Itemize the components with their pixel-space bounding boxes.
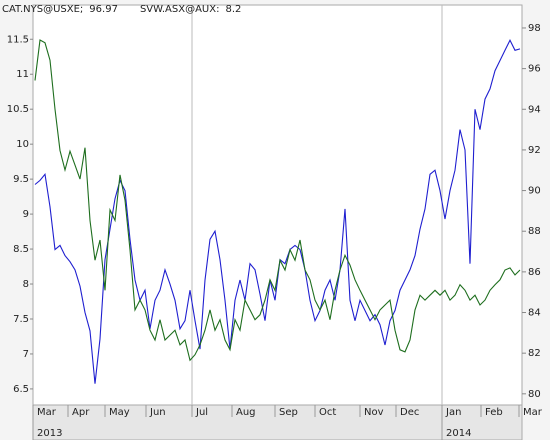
x-tick-label: Oct xyxy=(319,407,336,418)
x-axis-band xyxy=(32,404,523,440)
plot-area xyxy=(32,4,523,406)
x-tick-label: Apr xyxy=(72,407,90,418)
legend-name: CAT.NYS@USXE; xyxy=(2,4,83,15)
y2-tick-label: 86 xyxy=(528,267,541,278)
x-tick-label: Mar xyxy=(37,407,57,418)
x-tick-label: Feb xyxy=(485,407,503,418)
y2-tick-label: 94 xyxy=(528,104,541,115)
y-tick-label: 7 xyxy=(23,349,29,360)
x-tick-label: Mar xyxy=(523,407,543,418)
y-tick-label: 8 xyxy=(23,279,29,290)
y-tick-label: 6.5 xyxy=(13,384,29,395)
legend-name: SVW.ASX@AUX: xyxy=(140,4,220,15)
series-line xyxy=(34,39,521,362)
x-tick-label: Aug xyxy=(236,407,256,418)
x-tick-label: Sep xyxy=(279,407,298,418)
y2-tick-label: 88 xyxy=(528,226,541,237)
x-tick-label: Jan xyxy=(445,407,461,418)
year-label: 2013 xyxy=(37,428,62,439)
y-tick-label: 11 xyxy=(16,69,29,80)
y-tick-label: 8.5 xyxy=(13,244,29,255)
y-tick-label: 11.5 xyxy=(7,34,29,45)
y2-tick-label: 84 xyxy=(528,308,541,319)
y2-tick-label: 96 xyxy=(528,64,541,75)
y-tick-label: 7.5 xyxy=(13,314,29,325)
x-tick-label: May xyxy=(109,407,130,418)
y-tick-label: 10.5 xyxy=(7,104,29,115)
x-tick-label: Dec xyxy=(400,407,419,418)
x-tick-label: Jul xyxy=(195,407,208,418)
y2-tick-label: 80 xyxy=(528,389,541,400)
y-tick-label: 9.5 xyxy=(13,174,29,185)
y2-tick-label: 90 xyxy=(528,186,541,197)
y2-tick-label: 82 xyxy=(528,348,541,359)
x-tick-label: Nov xyxy=(364,407,384,418)
legend-value: 96.97 xyxy=(89,4,118,15)
legend-value: 8.2 xyxy=(225,4,241,15)
y-tick-label: 9 xyxy=(23,209,29,220)
y-tick-label: 10 xyxy=(16,139,29,150)
series-line xyxy=(34,38,521,384)
year-label: 2014 xyxy=(446,428,471,439)
y2-tick-label: 98 xyxy=(528,23,541,34)
x-tick-label: Jun xyxy=(149,407,166,418)
y2-tick-label: 92 xyxy=(528,145,541,156)
